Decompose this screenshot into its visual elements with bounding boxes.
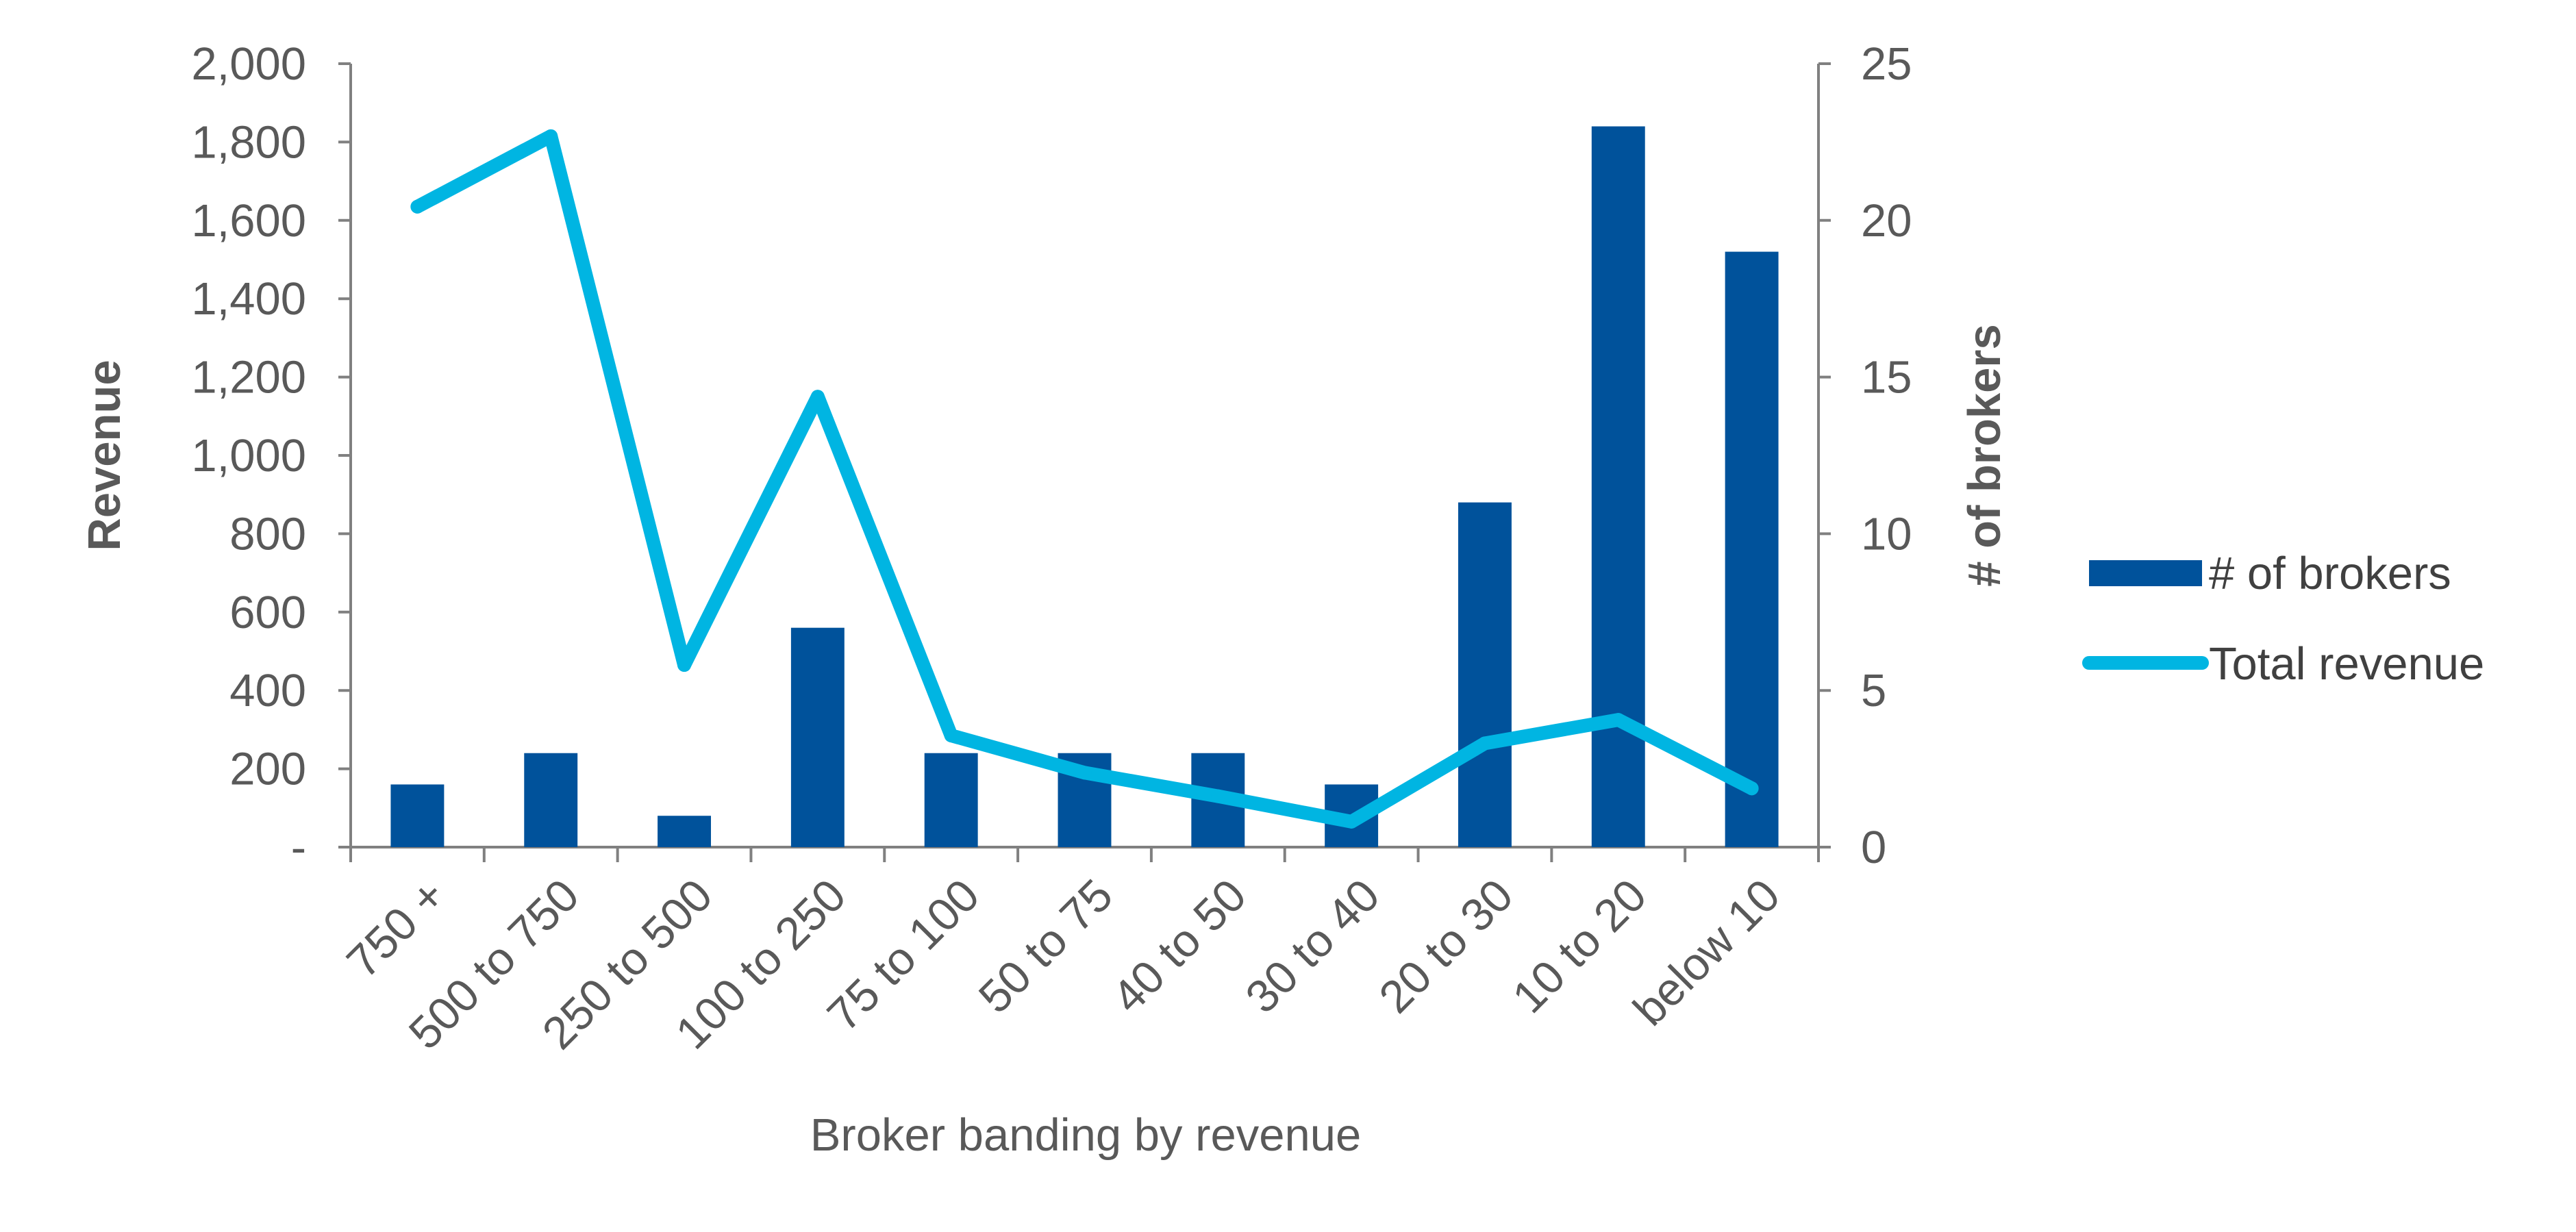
left-tick-label: 1,400 <box>191 273 306 325</box>
bar-mark <box>790 627 845 847</box>
revenue-point <box>1477 736 1492 751</box>
x-tick-label: 50 to 75 <box>969 870 1123 1023</box>
revenue-point <box>1345 814 1359 829</box>
left-tick-label: 1,800 <box>191 116 306 168</box>
x-tick-label: 40 to 50 <box>1103 870 1256 1023</box>
bar-mark <box>658 816 712 847</box>
right-tick-label: 25 <box>1861 38 1912 90</box>
legend-swatch-brokers <box>2089 560 2202 586</box>
right-y-axis: 0 5 10 15 20 25 <box>1817 38 1912 873</box>
left-tick-label: - <box>291 822 306 873</box>
revenue-point <box>944 728 958 742</box>
bar-mark <box>1458 502 1512 847</box>
revenue-line <box>410 129 1759 829</box>
y-axis-title: Revenue <box>79 360 130 551</box>
x-axis-title: Broker banding by revenue <box>810 1109 1362 1161</box>
legend-label-brokers: # of brokers <box>2209 548 2451 599</box>
left-tick-label: 800 <box>229 508 306 560</box>
revenue-point <box>1211 789 1225 803</box>
right-tick-label: 10 <box>1861 508 1912 560</box>
revenue-point <box>677 658 692 672</box>
bar-mark <box>924 753 978 847</box>
bar-series-brokers <box>390 126 1779 847</box>
left-tick-label: 200 <box>229 744 306 795</box>
legend-label-total-revenue: Total revenue <box>2209 638 2484 690</box>
left-tick-label: 400 <box>229 665 306 716</box>
y2-axis-title: # of brokers <box>1959 324 2010 587</box>
left-tick-label: 1,200 <box>191 352 306 403</box>
right-tick-label: 20 <box>1861 195 1912 247</box>
right-tick-label: 0 <box>1861 822 1886 873</box>
revenue-point <box>810 390 825 404</box>
right-tick-label: 5 <box>1861 665 1886 716</box>
right-tick-label: 15 <box>1861 352 1912 403</box>
left-tick-label: 2,000 <box>191 38 306 90</box>
revenue-point <box>1077 766 1092 780</box>
legend: # of brokers Total revenue <box>2082 548 2484 690</box>
bar-mark <box>524 753 578 847</box>
bar-mark <box>1725 251 1779 847</box>
left-tick-label: 1,600 <box>191 195 306 247</box>
bar-mark <box>390 784 445 847</box>
left-y-axis: - 200 400 600 800 1,000 1,200 1,400 1,600 1,800 2,… <box>191 38 352 873</box>
revenue-point <box>1745 781 1759 796</box>
x-tick-label: 20 to 30 <box>1369 870 1523 1023</box>
revenue-point <box>410 199 425 214</box>
revenue-point <box>544 129 558 143</box>
line-series-total-revenue <box>410 129 1759 829</box>
left-tick-label: 600 <box>229 587 306 638</box>
x-tick-label: 750 + <box>337 870 455 988</box>
x-tick-label: below 10 <box>1624 870 1790 1036</box>
x-tick-label: 30 to 40 <box>1236 870 1389 1023</box>
revenue-point <box>1611 713 1625 727</box>
left-tick-label: 1,000 <box>191 430 306 481</box>
bar-mark <box>1591 126 1645 847</box>
